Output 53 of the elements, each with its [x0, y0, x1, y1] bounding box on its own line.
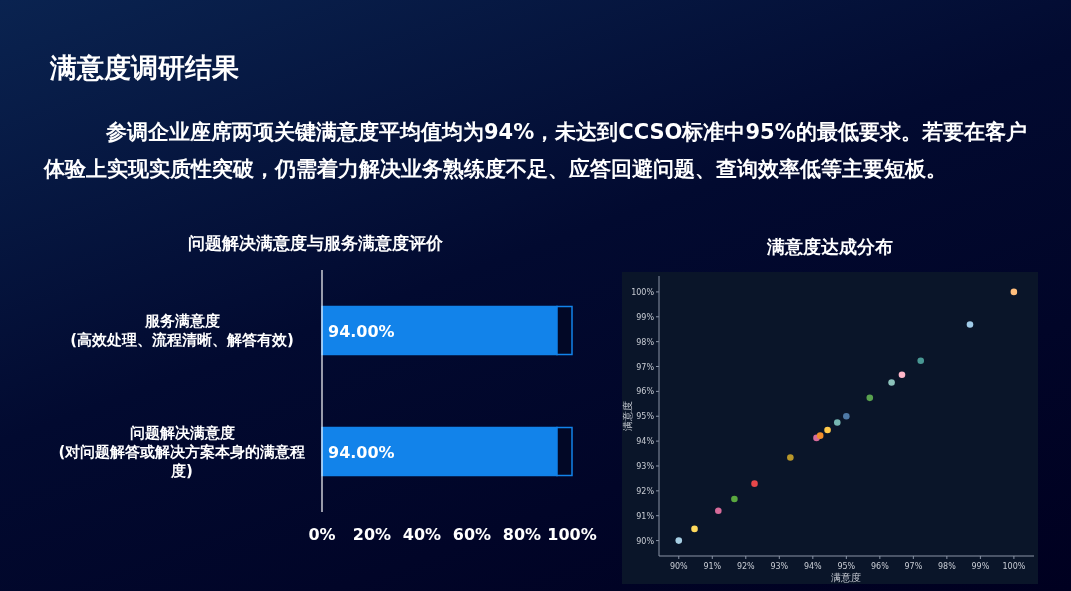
y-tick-label: 92% — [636, 486, 655, 496]
point — [751, 480, 758, 487]
y-tick-label: 99% — [636, 312, 655, 322]
x-tick-label: 100% — [547, 525, 597, 544]
point — [787, 454, 794, 461]
x-tick-label: 97% — [904, 562, 923, 571]
x-tick-label: 40% — [402, 525, 442, 544]
point — [888, 379, 895, 386]
point — [843, 412, 850, 420]
text: 参调企业座席两项关键满意度平均值均为94%，未达到CCSO标准中95%的最低要求。若要在客户体验上实现实质性突破，仍需着力解决业务熟练度不足、应答回避问题、查询效率低等主要短板。 — [44, 119, 1028, 183]
x-tick-label: 90% — [669, 562, 689, 571]
point — [966, 321, 974, 328]
x-tick-label: 80% — [502, 525, 542, 544]
x-axis-title: 满意度 — [831, 572, 861, 583]
data-label: 94.00% — [328, 321, 395, 341]
y-tick-label: 91% — [636, 511, 655, 521]
x-tick-label: 95% — [837, 562, 856, 571]
x-tick-label: 20% — [352, 525, 392, 544]
y-tick-label: 97% — [636, 362, 655, 372]
point — [824, 426, 831, 434]
text: 满意度调研结果 — [50, 51, 239, 85]
point — [731, 495, 738, 503]
x-tick-label: 99% — [971, 562, 990, 571]
y-tick-label: 98% — [636, 337, 655, 347]
point — [675, 537, 683, 544]
chart-title: 问题解决满意度与服务满意度评价 — [187, 233, 444, 253]
x-tick-label: 100% — [1002, 562, 1026, 571]
point — [833, 419, 841, 426]
x-tick-label: 92% — [736, 562, 756, 571]
x-tick-label: 98% — [937, 562, 957, 571]
point — [866, 394, 874, 402]
y-tick-label: 95% — [636, 412, 655, 422]
y-tick-label: 96% — [636, 387, 655, 397]
x-tick-label: 93% — [770, 562, 789, 571]
y-axis-title: 满意度 — [622, 401, 633, 431]
point — [816, 432, 824, 439]
x-tick-label: 96% — [870, 562, 890, 571]
y-tick-label: 94% — [636, 437, 655, 447]
point — [898, 371, 906, 379]
data-label: 94.00% — [328, 442, 395, 462]
y-tick-label: 100% — [631, 287, 655, 297]
x-tick-label: 91% — [703, 562, 722, 571]
chart-title: 满意度达成分布 — [766, 236, 893, 257]
x-tick-label: 0% — [308, 525, 336, 544]
y-tick-label: 服务满意度 (高效处理、流程清晰、解答有效) — [70, 312, 294, 349]
point — [715, 507, 722, 515]
point — [917, 357, 925, 365]
point — [1010, 288, 1018, 296]
y-tick-label: 问题解决满意度 (对问题解答或解决方案本身的满意程度) — [58, 423, 306, 480]
x-tick-label: 60% — [452, 525, 492, 544]
point — [691, 525, 698, 533]
y-tick-label: 93% — [636, 461, 655, 471]
x-tick-label: 94% — [803, 562, 823, 571]
